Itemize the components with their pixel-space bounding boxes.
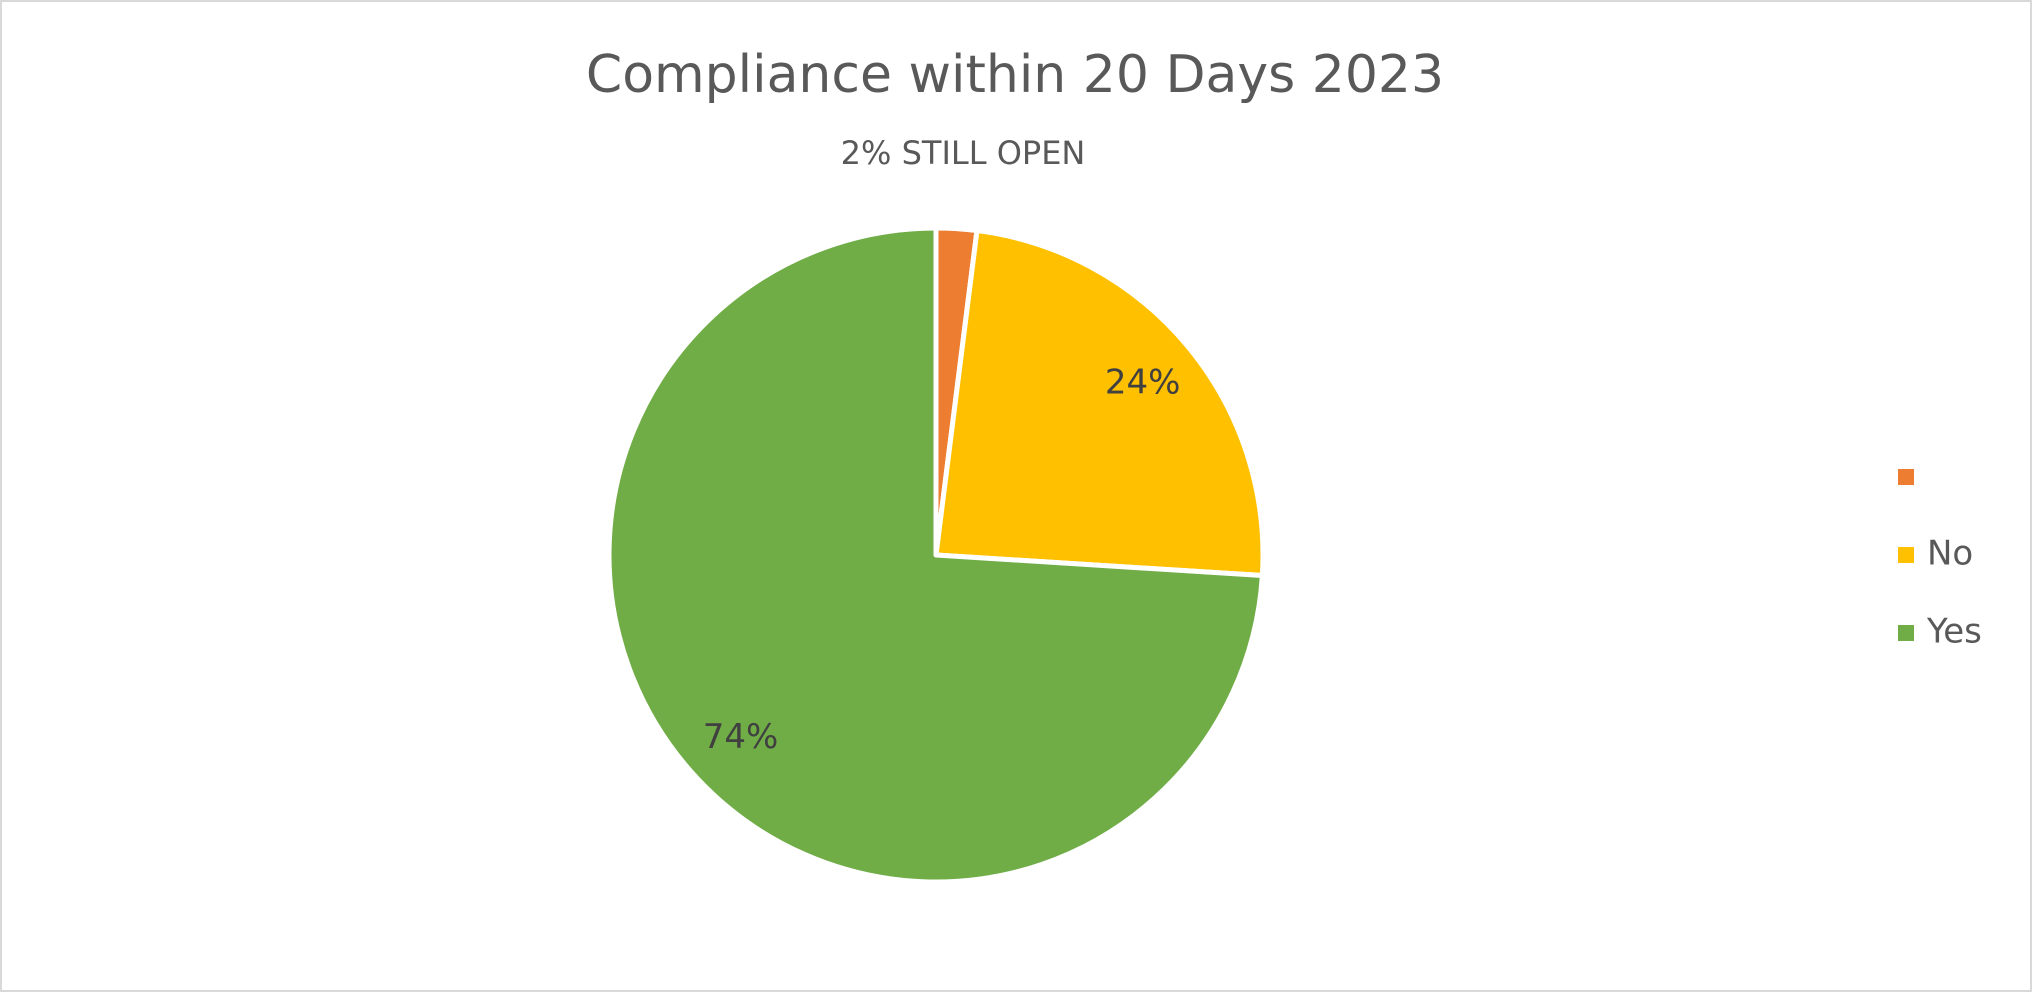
legend-label: No [1927, 534, 1973, 574]
legend-swatch [1898, 469, 1914, 485]
data-label: 24% [1105, 363, 1181, 403]
data-label: 74% [703, 717, 779, 757]
pie-slice [606, 225, 1265, 885]
legend-label: Yes [1926, 612, 1982, 652]
legend-swatch [1898, 625, 1914, 641]
chart-subtitle: 2% STILL OPEN [841, 134, 1086, 172]
pie-slice [933, 228, 1266, 579]
chart-title: Compliance within 20 Days 2023 [586, 45, 1444, 105]
legend-swatch [1898, 547, 1914, 563]
